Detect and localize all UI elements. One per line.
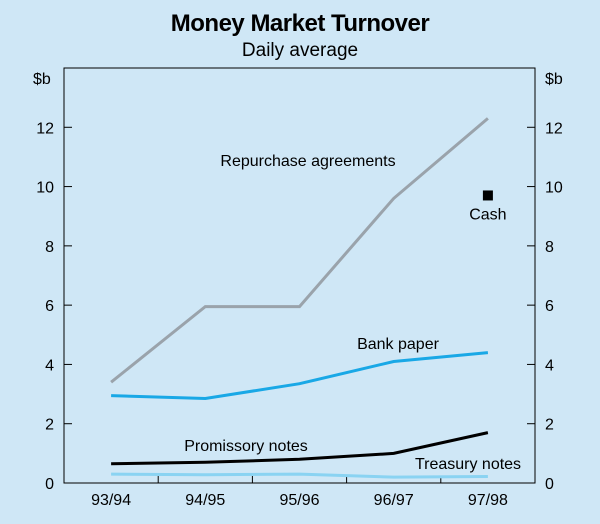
x-tick-label: 96/97	[374, 492, 414, 509]
x-tick-label: 94/95	[185, 492, 225, 509]
plot-frame	[63, 67, 536, 484]
series-label-treasury-notes: Treasury notes	[415, 456, 521, 473]
y-tick-label-left: 12	[36, 120, 54, 137]
y-tick-label-left: 8	[45, 239, 54, 256]
y-tick-label-left: 0	[45, 476, 54, 493]
y-tick-label-right: 0	[545, 476, 554, 493]
series-line-treasury-notes	[111, 472, 488, 479]
y-axis-unit-left: $b	[33, 71, 51, 88]
x-tick-label: 93/94	[91, 492, 131, 509]
series-label-cash: Cash	[469, 206, 506, 223]
x-ticks: 93/94 94/95 95/96 96/97 97/98	[91, 476, 508, 509]
y-tick-label-right: 8	[545, 239, 554, 256]
y-tick-label-right: 10	[545, 180, 563, 197]
y-ticks: 0 0 2 2 4 4 6 6 8 8 10 10 12 12	[36, 120, 563, 493]
chart-title: Money Market Turnover	[170, 10, 430, 37]
x-tick-label: 97/98	[468, 492, 508, 509]
series-lines	[110, 117, 493, 479]
series-label-repurchase-agreements: Repurchase agreements	[220, 153, 395, 170]
chart-subtitle: Daily average	[241, 40, 359, 61]
y-tick-label-left: 6	[45, 298, 54, 315]
series-line-promissory-notes	[111, 431, 489, 466]
y-tick-label-right: 12	[545, 120, 563, 137]
y-tick-label-left: 4	[45, 357, 54, 374]
series-label-bank-paper: Bank paper	[357, 336, 440, 353]
series-line-bank-paper	[111, 351, 489, 401]
series-label-promissory-notes: Promissory notes	[184, 438, 308, 455]
series-line-repurchase-agreements	[110, 117, 489, 384]
y-tick-label-right: 2	[545, 417, 554, 434]
y-tick-label-right: 6	[545, 298, 554, 315]
x-tick-label: 95/96	[279, 492, 319, 509]
series-labels: Repurchase agreements Bank paper Promissor…	[184, 153, 521, 473]
y-axis-unit-right: $b	[545, 71, 563, 88]
y-tick-label-right: 4	[545, 357, 554, 374]
y-tick-label-left: 10	[36, 180, 54, 197]
y-tick-label-left: 2	[45, 417, 54, 434]
cash-marker	[482, 190, 493, 201]
